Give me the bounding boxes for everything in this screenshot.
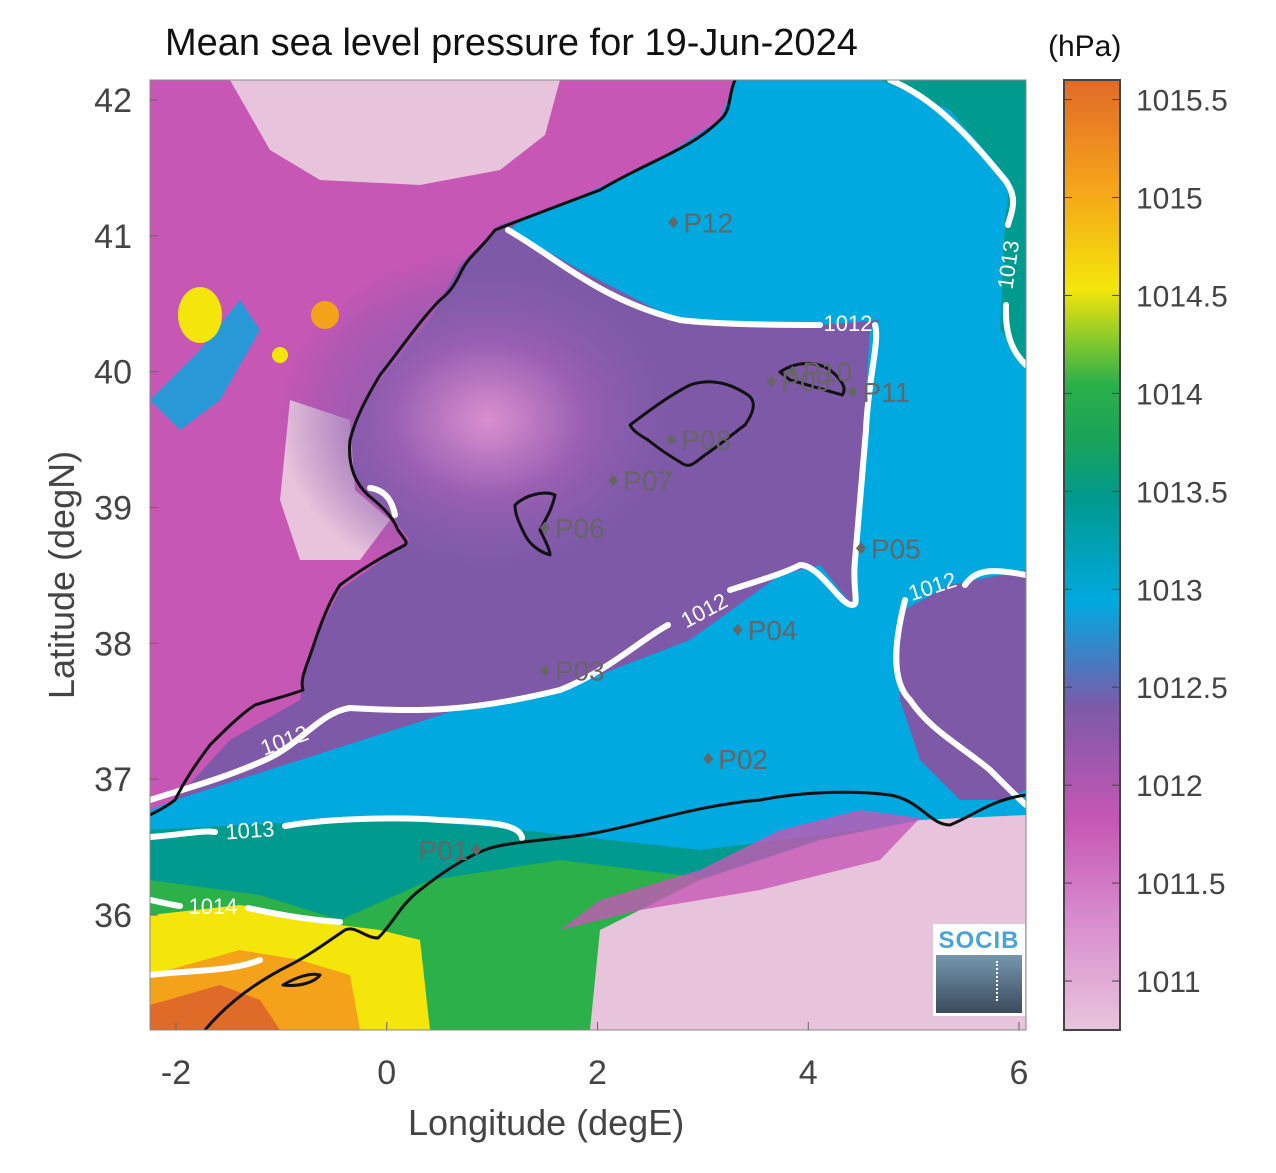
socib-logo: SOCIB [933, 924, 1025, 1016]
isobar-1012-east-b-top [962, 568, 1026, 588]
station-marker [539, 521, 550, 534]
isobar-1013-south-b [282, 815, 525, 841]
x-tick-label: 0 [377, 1054, 396, 1092]
y-tick-label: 38 [94, 625, 132, 663]
station-marker [668, 216, 679, 229]
isobar-1014-5 [150, 957, 263, 978]
station-label: P06 [555, 513, 605, 544]
high-spot-3 [272, 347, 288, 363]
map-title: Mean sea level pressure for 19-Jun-2024 [165, 22, 858, 64]
y-tick-label: 39 [94, 490, 132, 528]
x-tick-label: 2 [588, 1054, 607, 1092]
isobar-1012-east [727, 322, 880, 608]
station-label: P05 [871, 533, 921, 564]
isobar-1012-north-a [505, 227, 823, 328]
y-axis-ticks: 36 37 38 39 40 41 42 [94, 82, 158, 935]
colorbar-tick-label: 1013 [1136, 574, 1203, 607]
isobar-1014-b [245, 905, 343, 925]
colorbar-tick-label: 1011.5 [1136, 868, 1226, 901]
isobar-1014-a [150, 897, 183, 909]
station-marker [539, 664, 550, 677]
station-marker [666, 433, 677, 446]
isobar-1012-valencia [367, 485, 398, 518]
y-tick-label: 37 [94, 761, 132, 799]
y-tick-label: 36 [94, 897, 132, 935]
station-marker [732, 623, 743, 636]
socib-logo-text: SOCIB [936, 927, 1022, 955]
x-tick-label: -2 [161, 1054, 191, 1092]
coast-menorca [778, 362, 846, 397]
station-marker [847, 386, 858, 399]
inland-blue [150, 300, 260, 430]
y-tick-label: 42 [94, 82, 132, 120]
land-low-north [230, 80, 560, 185]
coast-mallorca [628, 380, 755, 467]
station-label: P11 [863, 377, 911, 408]
station-marker [855, 542, 866, 555]
x-tick-label: 4 [799, 1054, 818, 1092]
pressure-low-center [278, 250, 698, 590]
colorbar-tick-label: 1015 [1136, 183, 1203, 216]
y-tick-label: 40 [94, 354, 132, 392]
coast-africa-north [203, 790, 1026, 1030]
colorbar-tick-label: 1014.5 [1136, 280, 1228, 313]
isobar-label: 1013 [225, 816, 276, 844]
colorbar-tick-label: 1014 [1136, 378, 1203, 411]
africa-land [590, 815, 1026, 1030]
isobar-1013-ne-a [887, 80, 1017, 228]
south-high-1015-5 [150, 985, 280, 1030]
x-tick-label: 6 [1010, 1054, 1029, 1092]
isobars [150, 80, 1026, 978]
colorbar [1063, 79, 1121, 1031]
isobar-label: 1012 [824, 311, 873, 336]
station-label: P07 [623, 465, 673, 496]
station-label: P02 [718, 744, 768, 775]
isobar-1013-ne-b [1002, 302, 1026, 368]
station-marker [766, 375, 777, 388]
x-axis-ticks: -2 0 2 4 6 [161, 1022, 1029, 1092]
station-marker [787, 365, 798, 378]
coast-alboran-island [281, 972, 322, 987]
high-spot-1 [178, 287, 222, 343]
colorbar-tick-label: 1013.5 [1136, 476, 1228, 509]
y-tick-label: 41 [94, 218, 132, 256]
plot-frame [149, 79, 1027, 1031]
x-axis-label: Longitude (degE) [408, 1102, 685, 1143]
isobar-label: 1014 [189, 894, 238, 919]
high-spot-2 [311, 301, 339, 329]
iberia-land [150, 80, 735, 810]
coast-ibiza [513, 491, 557, 557]
station-label: P12 [683, 207, 733, 238]
east-low [900, 570, 1026, 800]
station-marker [608, 474, 619, 487]
socib-logo-mark [996, 961, 1000, 1001]
isobar-1012-south [150, 622, 671, 803]
station-label: P04 [748, 615, 798, 646]
station-label: P10 [802, 357, 852, 388]
colorbar-tick-label: 1012.5 [1136, 672, 1228, 705]
africa-coast [560, 810, 920, 930]
station-label: P08 [681, 425, 731, 456]
colorbar-unit: (hPa) [1048, 30, 1122, 63]
station-marker [703, 752, 714, 765]
colorbar-tick-label: 1015.5 [1136, 85, 1228, 118]
station-label: P03 [555, 656, 605, 687]
colorbar-tick-label: 1011 [1136, 966, 1201, 999]
coast-spain-east [150, 80, 737, 817]
map-field [150, 80, 1026, 1030]
station-marker [471, 843, 482, 856]
station-label: P01 [418, 835, 468, 866]
colorbar-ticks: 1011 1011.5 1012 1012.5 1013 1013.5 1014 1014.5… [1064, 85, 1228, 999]
colorbar-tick-label: 1012 [1136, 770, 1203, 803]
isobar-1013-south-a [150, 828, 218, 840]
northeast-high [880, 80, 1026, 360]
coastlines [150, 80, 1026, 1030]
isobar-1012-east-b [893, 597, 1026, 808]
